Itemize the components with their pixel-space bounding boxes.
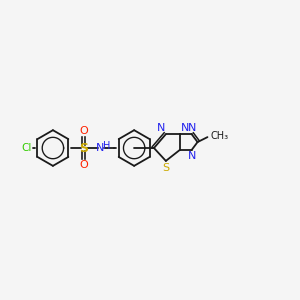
Text: N: N [181, 123, 189, 133]
Text: N: N [188, 123, 196, 133]
Text: S: S [79, 142, 88, 154]
Text: Cl: Cl [22, 143, 32, 153]
Text: CH₃: CH₃ [210, 131, 229, 141]
Text: S: S [162, 163, 169, 173]
Text: N: N [157, 123, 165, 133]
Text: O: O [79, 126, 88, 136]
Text: O: O [79, 160, 88, 170]
Text: N: N [96, 143, 105, 153]
Text: N: N [188, 151, 196, 161]
Text: H: H [103, 141, 110, 151]
